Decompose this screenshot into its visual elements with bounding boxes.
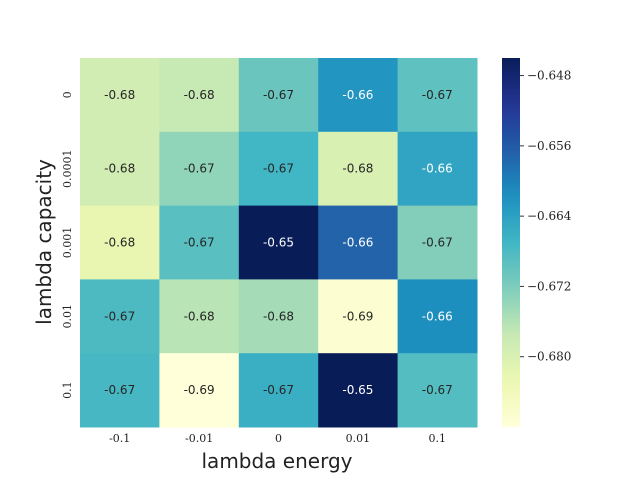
heatmap-cell: [80, 353, 160, 428]
heatmap-cell: [238, 279, 319, 354]
y-tick-label: 0.0001: [61, 149, 74, 188]
y-tick-label: 0.1: [61, 381, 74, 399]
cell-value-label: -0.67: [184, 236, 215, 250]
heatmap-cell: [238, 131, 319, 207]
heatmap-cell: [397, 353, 478, 428]
cell-value-label: -0.66: [342, 88, 373, 102]
y-tick-labels: 0 0.0001 0.001 0.01 0.1: [61, 91, 74, 398]
heatmap-cell: [318, 279, 399, 354]
heatmap-cell: [397, 58, 478, 133]
colorbar-tick-label: −0.648: [527, 69, 571, 83]
x-tick-label: -0.01: [185, 432, 213, 445]
cell-value-label: -0.67: [104, 383, 135, 397]
heatmap-cell: [318, 205, 399, 280]
y-tick-label: 0: [61, 91, 74, 98]
heatmap-cell: [238, 58, 319, 133]
x-tick-label: 0.01: [346, 432, 371, 445]
heatmap-cells: -0.68 -0.68 -0.67 -0.66 -0.67 -0.68 -0.67 -0.67…: [80, 58, 478, 428]
heatmap-cell: [159, 353, 240, 428]
heatmap-cell: [159, 205, 240, 280]
heatmap-cell: [80, 205, 160, 280]
heatmap-cell: [397, 131, 478, 207]
cell-value-label: -0.68: [104, 162, 135, 176]
cell-value-label: -0.68: [104, 88, 135, 102]
cell-value-label: -0.65: [342, 383, 373, 397]
heatmap-cell: [80, 58, 160, 133]
cell-value-label: -0.67: [263, 162, 294, 176]
cell-value-label: -0.68: [104, 236, 135, 250]
y-axis-label: lambda capacity: [32, 159, 56, 325]
heatmap-cell: [80, 279, 160, 354]
cell-value-label: -0.66: [342, 236, 373, 250]
heatmap-cell: [159, 131, 240, 207]
y-tick-label: 0.001: [61, 227, 74, 259]
x-tick-labels: -0.1 -0.01 0 0.01 0.1: [109, 432, 446, 445]
cell-value-label: -0.67: [104, 309, 135, 323]
heatmap-cell: [318, 131, 399, 207]
cell-value-label: -0.66: [422, 162, 453, 176]
cell-value-label: -0.68: [263, 309, 294, 323]
cell-value-label: -0.68: [184, 309, 215, 323]
colorbar-tick-label: −0.664: [527, 209, 572, 223]
heatmap-cell: [318, 58, 399, 133]
cell-value-label: -0.69: [342, 309, 373, 323]
heatmap-cell: [238, 353, 319, 428]
cell-value-label: -0.67: [422, 236, 453, 250]
cell-value-label: -0.67: [184, 162, 215, 176]
colorbar-tick-label: −0.680: [527, 350, 571, 364]
heatmap-cell: [318, 353, 399, 428]
cell-value-label: -0.68: [342, 162, 373, 176]
heatmap-cell: [159, 279, 240, 354]
cell-value-label: -0.66: [422, 309, 453, 323]
heatmap-cell: [80, 131, 160, 207]
x-tick-label: -0.1: [109, 432, 130, 445]
heatmap-cell: [238, 205, 319, 280]
colorbar-tick-label: −0.672: [527, 279, 571, 293]
cell-value-label: -0.69: [184, 383, 215, 397]
heatmap-cell: [397, 205, 478, 280]
colorbar-tick-label: −0.656: [527, 139, 571, 153]
y-tick-label: 0.01: [61, 304, 74, 329]
heatmap-cell: [397, 279, 478, 354]
colorbar: −0.680 −0.672 −0.664 −0.656 −0.648: [502, 58, 572, 427]
cell-value-label: -0.67: [263, 383, 294, 397]
x-axis-label: lambda energy: [202, 449, 353, 473]
cell-value-label: -0.67: [263, 88, 294, 102]
x-tick-label: 0.1: [429, 432, 447, 445]
x-tick-label: 0: [275, 432, 282, 445]
cell-value-label: -0.67: [422, 88, 453, 102]
cell-value-label: -0.65: [263, 236, 294, 250]
heatmap-cell: [159, 58, 240, 133]
cell-value-label: -0.67: [422, 383, 453, 397]
colorbar-gradient: [502, 58, 520, 427]
cell-value-label: -0.68: [184, 88, 215, 102]
